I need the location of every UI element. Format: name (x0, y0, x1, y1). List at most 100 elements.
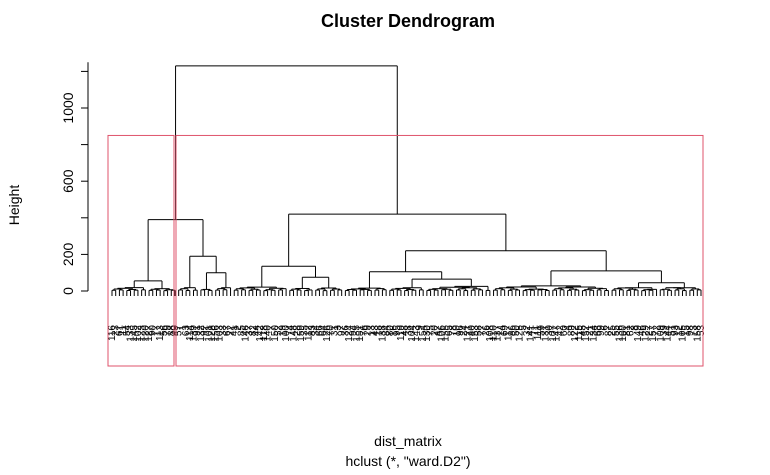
leaf-label: 49 (170, 325, 181, 337)
leaf-label: 95 (392, 325, 403, 337)
leaf-label: 40 (466, 325, 477, 337)
leaf-label: 152 (581, 325, 592, 342)
leaf-label: 51 (666, 325, 677, 337)
leaf-label: 93 (670, 325, 681, 337)
leaf-label: 31 (329, 325, 340, 337)
leaf-label: 142 (255, 325, 266, 342)
leaf-label: 14 (496, 325, 507, 337)
leaf-label: 85 (237, 325, 248, 337)
leaf-label: 129 (640, 325, 651, 342)
leaf-label: 48 (400, 325, 411, 337)
leaf-label: 81 (622, 325, 633, 337)
leaf-label: 47 (433, 325, 444, 337)
leaf-label: 128 (207, 325, 218, 342)
leaf-label: 35 (300, 325, 311, 337)
leaf-label: 96 (455, 325, 466, 337)
leaf-label: 9 (414, 325, 425, 331)
leaf-label: 39 (659, 325, 670, 337)
cluster-rectangles (107, 134, 704, 367)
leaf-label: 29 (363, 325, 374, 337)
leaf-label: 24 (459, 325, 470, 337)
leaf-label: 68 (592, 325, 603, 337)
leaf-label: 106 (437, 325, 448, 342)
leaf-label: 53 (696, 325, 707, 337)
leaf-label: 43 (370, 325, 381, 337)
leaf-label: 44 (251, 325, 262, 337)
leaf-label: 104 (407, 325, 418, 342)
leaf-label: 6 (600, 325, 611, 331)
leaf-label: 115 (574, 325, 585, 341)
leaf-label: 147 (552, 325, 563, 342)
leaf-label: 52 (274, 325, 285, 337)
leaf-label: 145 (129, 325, 140, 342)
leaf-label: 125 (514, 325, 525, 342)
leaf-label: 113 (155, 325, 166, 341)
leaf-label: 108 (485, 325, 496, 342)
leaf-label: 34 (311, 325, 322, 337)
leaf-label: 99 (596, 325, 607, 337)
leaf-label: 153 (470, 325, 481, 342)
leaf-label: 92 (200, 325, 211, 337)
leaf-label: 11 (118, 325, 129, 336)
leaf-label: 2 (233, 325, 244, 331)
leaf-label: 133 (126, 325, 137, 342)
leaf-label: 120 (140, 325, 151, 342)
leaf-label: 143 (411, 325, 422, 342)
y-tick-label: 600 (60, 169, 76, 193)
leaf-label: 12 (674, 325, 685, 337)
leaf-label: 13 (366, 325, 377, 337)
leaf-label: 119 (396, 325, 407, 341)
leaf-label: 25 (607, 325, 618, 337)
leaf-label: 100 (281, 325, 292, 342)
cluster-rect-2 (175, 134, 704, 367)
leaf-label: 98 (685, 325, 696, 337)
leaf-label: 56 (159, 325, 170, 337)
leaf-label: 112 (303, 325, 314, 341)
leaf-label: 156 (211, 325, 222, 342)
leaf-label: 17 (151, 325, 162, 337)
leaf-label: 148 (289, 325, 300, 342)
leaf-labels: 1162361115413314510212312012790171135679… (107, 325, 707, 342)
leaf-label: 57 (174, 325, 185, 337)
leaf-label: 135 (351, 325, 362, 342)
leaf-label: 97 (337, 325, 348, 337)
leaf-label: 58 (474, 325, 485, 337)
leaf-label: 149 (633, 325, 644, 342)
leaf-label: 45 (577, 325, 588, 337)
leaf-label: 82 (248, 325, 259, 337)
leaf-label: 121 (463, 325, 474, 342)
leaf-label: 111 (533, 325, 544, 341)
leaf-label: 136 (615, 325, 626, 342)
leaf-label: 138 (377, 325, 388, 342)
leaf-label: 67 (222, 325, 233, 337)
leaf-label: 105 (677, 325, 688, 342)
leaf-label: 83 (307, 325, 318, 337)
leaf-label: 66 (314, 325, 325, 337)
leaf-label: 127 (144, 325, 155, 342)
y-axis-label: Height (6, 185, 22, 226)
leaf-label: 1 (177, 325, 188, 331)
leaf-label: 84 (381, 325, 392, 337)
leaf-label: 18 (374, 325, 385, 337)
cluster-rect-1 (107, 134, 175, 367)
leaf-label: 118 (259, 325, 270, 341)
leaf-label: 64 (318, 325, 329, 337)
leaf-label: 140 (263, 325, 274, 342)
leaf-label: 42 (555, 325, 566, 337)
leaf-label: 137 (492, 325, 503, 342)
leaf-label: 60 (559, 325, 570, 337)
leaf-label: 33 (218, 325, 229, 337)
leaf-label: 4 (563, 325, 574, 331)
leaf-label: 61 (114, 325, 125, 337)
leaf-label: 55 (611, 325, 622, 337)
leaf-label: 155 (440, 325, 451, 342)
leaf-label: 80 (385, 325, 396, 337)
y-axis: 0 200 600 1000 (60, 62, 89, 295)
leaf-label: 126 (322, 325, 333, 342)
leaf-label: 102 (133, 325, 144, 342)
leaf-label: 110 (489, 325, 500, 341)
leaf-label: 46 (637, 325, 648, 337)
leaf-label: 90 (148, 325, 159, 337)
y-tick-label: 0 (60, 287, 76, 295)
leaf-label: 122 (570, 325, 581, 342)
